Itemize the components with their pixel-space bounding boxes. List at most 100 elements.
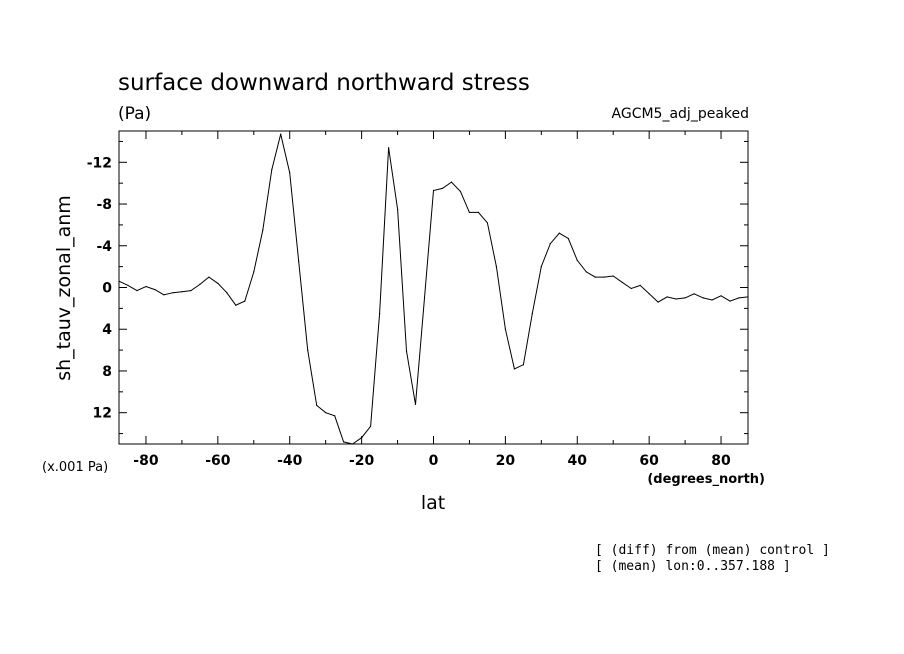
data-point bbox=[199, 283, 201, 285]
data-point bbox=[181, 291, 183, 293]
data-point bbox=[163, 294, 165, 296]
data-point bbox=[217, 282, 219, 284]
x-tick-label: -60 bbox=[205, 453, 231, 469]
data-point bbox=[612, 275, 614, 277]
series-points bbox=[118, 133, 749, 445]
data-point bbox=[280, 133, 282, 135]
data-point bbox=[208, 276, 210, 278]
x-tick-label: 40 bbox=[568, 453, 588, 469]
data-point bbox=[154, 289, 156, 291]
y-tick-label: -8 bbox=[96, 197, 112, 213]
y-tick-label: -4 bbox=[96, 239, 112, 255]
data-point bbox=[423, 297, 426, 299]
chart-title: surface downward northward stress bbox=[118, 70, 530, 96]
data-point bbox=[711, 299, 713, 301]
data-point bbox=[603, 276, 605, 278]
data-point bbox=[253, 271, 255, 273]
data-point bbox=[361, 437, 363, 439]
data-point bbox=[441, 187, 444, 189]
data-point bbox=[379, 313, 381, 315]
chart-units: (Pa) bbox=[118, 104, 151, 124]
data-point bbox=[118, 280, 120, 282]
data-point bbox=[244, 300, 246, 302]
data-point bbox=[370, 425, 372, 427]
data-point bbox=[585, 271, 587, 273]
data-point bbox=[459, 190, 462, 193]
x-tick-label: 60 bbox=[639, 453, 659, 469]
data-point bbox=[271, 169, 273, 171]
y-tick-label: 8 bbox=[102, 364, 112, 380]
data-point bbox=[621, 281, 623, 283]
data-point bbox=[594, 276, 596, 278]
data-point bbox=[729, 300, 731, 302]
data-point bbox=[522, 364, 525, 366]
data-point bbox=[738, 297, 740, 299]
data-point bbox=[747, 296, 749, 298]
x-tick-label: -80 bbox=[133, 453, 159, 469]
plot-frame bbox=[118, 130, 749, 445]
x-tick-label: -20 bbox=[349, 453, 375, 469]
y-ticks: -12 -8 -4 0 4 8 12 bbox=[87, 140, 748, 435]
data-point bbox=[531, 313, 533, 315]
series-line bbox=[118, 133, 749, 445]
data-point bbox=[657, 301, 659, 303]
y-tick-label: 12 bbox=[93, 406, 112, 422]
data-point bbox=[675, 298, 677, 300]
data-point bbox=[190, 290, 192, 292]
data-point bbox=[639, 284, 641, 286]
data-point bbox=[145, 285, 147, 288]
y-tick-label: -12 bbox=[87, 155, 112, 171]
data-point bbox=[693, 293, 695, 295]
data-point bbox=[468, 211, 470, 213]
x-tick-label: -40 bbox=[277, 453, 303, 469]
y-tick-label: 0 bbox=[102, 281, 112, 297]
data-point bbox=[549, 243, 551, 245]
data-point bbox=[127, 284, 129, 286]
y-axis-label: sh_tauv_zonal_anm bbox=[53, 195, 75, 381]
x-axis-label: lat bbox=[421, 492, 445, 514]
x-tick-label: 0 bbox=[429, 453, 439, 469]
x-tick-label: 20 bbox=[496, 453, 516, 469]
data-point bbox=[289, 172, 291, 174]
data-point bbox=[172, 292, 174, 294]
data-point bbox=[262, 229, 264, 231]
y-tick-label: 4 bbox=[102, 322, 112, 338]
data-point bbox=[405, 350, 408, 352]
data-point bbox=[235, 304, 237, 306]
data-point bbox=[513, 368, 516, 370]
data-point bbox=[477, 211, 479, 213]
data-point bbox=[432, 189, 435, 192]
data-point bbox=[567, 237, 569, 240]
data-point bbox=[388, 147, 390, 149]
y-scale-label: (x.001 Pa) bbox=[42, 460, 108, 475]
data-point bbox=[414, 403, 417, 405]
x-axis-units: (degrees_north) bbox=[647, 472, 765, 487]
data-point bbox=[630, 287, 632, 290]
data-point bbox=[495, 266, 497, 268]
mean-note: [ (mean) lon:0..357.188 ] bbox=[595, 559, 791, 574]
data-point bbox=[576, 259, 578, 261]
data-point bbox=[307, 349, 309, 351]
experiment-label: AGCM5_adj_peaked bbox=[612, 106, 749, 122]
diff-note: [ (diff) from (mean) control ] bbox=[595, 543, 830, 558]
data-point bbox=[397, 208, 399, 210]
data-point bbox=[720, 295, 722, 297]
data-point bbox=[325, 412, 327, 414]
data-point bbox=[136, 290, 138, 292]
data-point bbox=[334, 415, 336, 417]
x-tick-label: 80 bbox=[711, 453, 731, 469]
data-point bbox=[226, 292, 228, 294]
x-ticks: -80 -60 -40 -20 0 20 40 60 80 bbox=[133, 131, 731, 469]
data-point bbox=[352, 443, 354, 445]
data-point bbox=[684, 297, 686, 299]
data-point bbox=[450, 181, 453, 183]
data-point bbox=[298, 260, 300, 262]
data-point bbox=[486, 222, 488, 224]
data-point bbox=[558, 232, 560, 234]
data-point bbox=[666, 296, 668, 298]
data-point bbox=[343, 441, 345, 443]
data-point bbox=[648, 293, 650, 295]
data-point bbox=[504, 328, 506, 330]
data-point bbox=[316, 404, 318, 406]
